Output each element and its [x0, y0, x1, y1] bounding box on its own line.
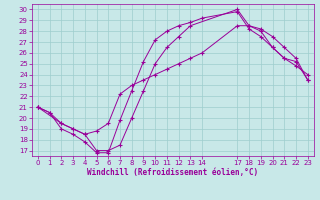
X-axis label: Windchill (Refroidissement éolien,°C): Windchill (Refroidissement éolien,°C) — [87, 168, 258, 177]
